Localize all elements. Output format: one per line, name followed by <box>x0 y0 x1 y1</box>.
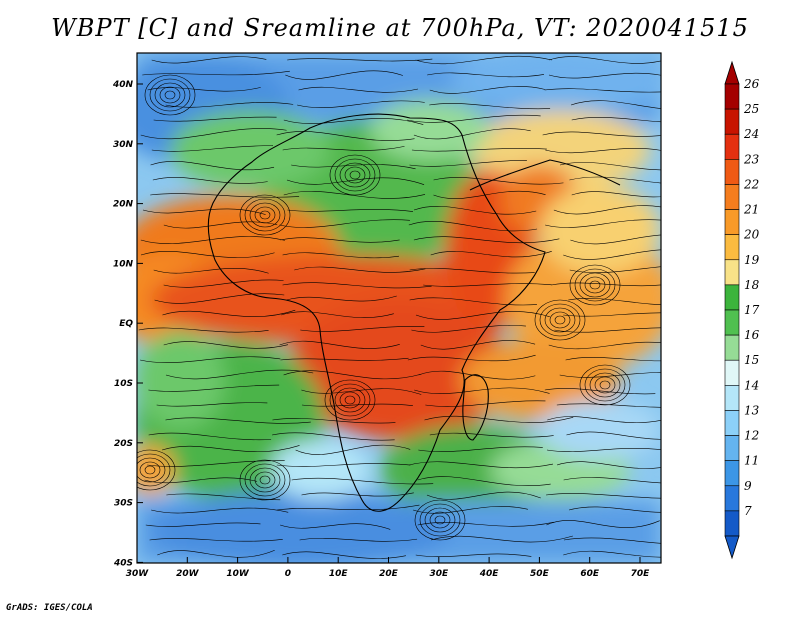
colorbar-swatch <box>724 234 740 261</box>
lon-label: 60E <box>580 569 600 579</box>
colorbar-swatch <box>724 184 740 210</box>
colorbar-label: 15 <box>744 353 759 367</box>
colorbar-swatch <box>724 259 740 286</box>
colorbar-swatch <box>724 284 740 311</box>
colorbar-swatch <box>724 83 740 110</box>
lat-label: 30S <box>114 499 133 509</box>
colorbar-swatch <box>724 133 740 160</box>
lat-label: 20S <box>114 439 133 449</box>
colorbar-swatch <box>724 209 740 235</box>
lon-label: 10E <box>329 569 349 579</box>
colorbar-label: 9 <box>744 479 752 493</box>
colorbar-label: 22 <box>743 177 759 191</box>
colorbar-label: 7 <box>744 504 752 518</box>
colorbar-label: 19 <box>744 253 760 267</box>
wbpt-field <box>137 53 661 563</box>
colorbar-swatch <box>724 359 740 386</box>
streamlines <box>137 55 661 559</box>
colorbar-label: 18 <box>744 278 760 292</box>
wbpt-colorbar: 26 25 24 23 22 21 20 19 18 17 16 15 14 13 12 11 9 7 <box>724 60 760 560</box>
lon-label: 20E <box>379 569 399 579</box>
lon-label: 30W <box>126 569 150 579</box>
lon-label: 10W <box>226 569 250 579</box>
lon-label: 50E <box>530 569 550 579</box>
colorbar-cap-top <box>724 60 740 85</box>
lat-label: EQ <box>119 319 133 329</box>
colorbar-label: 17 <box>744 303 760 317</box>
map-title: WBPT [C] and Sreamline at 700hPa, VT: 20… <box>51 14 749 42</box>
colorbar-swatch <box>724 385 740 411</box>
grads-credit: GrADS: IGES/COLA <box>6 603 93 613</box>
lat-label: 40S <box>113 558 133 568</box>
lon-label: 70E <box>631 569 651 579</box>
lon-label: 0 <box>285 569 291 579</box>
lat-label: 10S <box>114 379 133 389</box>
lat-label: 30N <box>113 140 134 150</box>
colorbar-label: 16 <box>744 328 760 342</box>
colorbar-swatch <box>724 309 740 336</box>
colorbar-cap-bottom <box>724 535 740 560</box>
colorbar-label: 11 <box>744 454 759 468</box>
colorbar-label: 25 <box>743 102 759 116</box>
lon-label: 40E <box>479 569 500 579</box>
colorbar-label: 23 <box>743 152 760 166</box>
colorbar-label: 26 <box>743 77 760 91</box>
colorbar-swatch <box>724 435 740 461</box>
colorbar-label: 21 <box>743 203 759 217</box>
colorbar-swatch <box>724 510 740 537</box>
colorbar-label: 13 <box>744 403 760 417</box>
colorbar-label: 24 <box>743 127 759 141</box>
colorbar-label: 12 <box>744 429 759 443</box>
lon-label: 20W <box>176 569 200 579</box>
lat-label: 20N <box>113 200 134 210</box>
coastlines <box>207 113 621 512</box>
lon-label: 30E <box>429 569 449 579</box>
colorbar-label: 14 <box>744 378 759 392</box>
lat-label: 10N <box>113 259 134 269</box>
colorbar-swatch <box>724 159 740 185</box>
colorbar-swatch <box>724 410 740 436</box>
colorbar-swatch <box>724 334 740 361</box>
colorbar-swatch <box>724 485 740 512</box>
map-frame <box>136 52 662 564</box>
lat-label: 40N <box>112 80 134 90</box>
colorbar-swatch <box>724 108 740 135</box>
colorbar-label: 20 <box>743 228 760 242</box>
colorbar-swatch <box>724 460 740 487</box>
